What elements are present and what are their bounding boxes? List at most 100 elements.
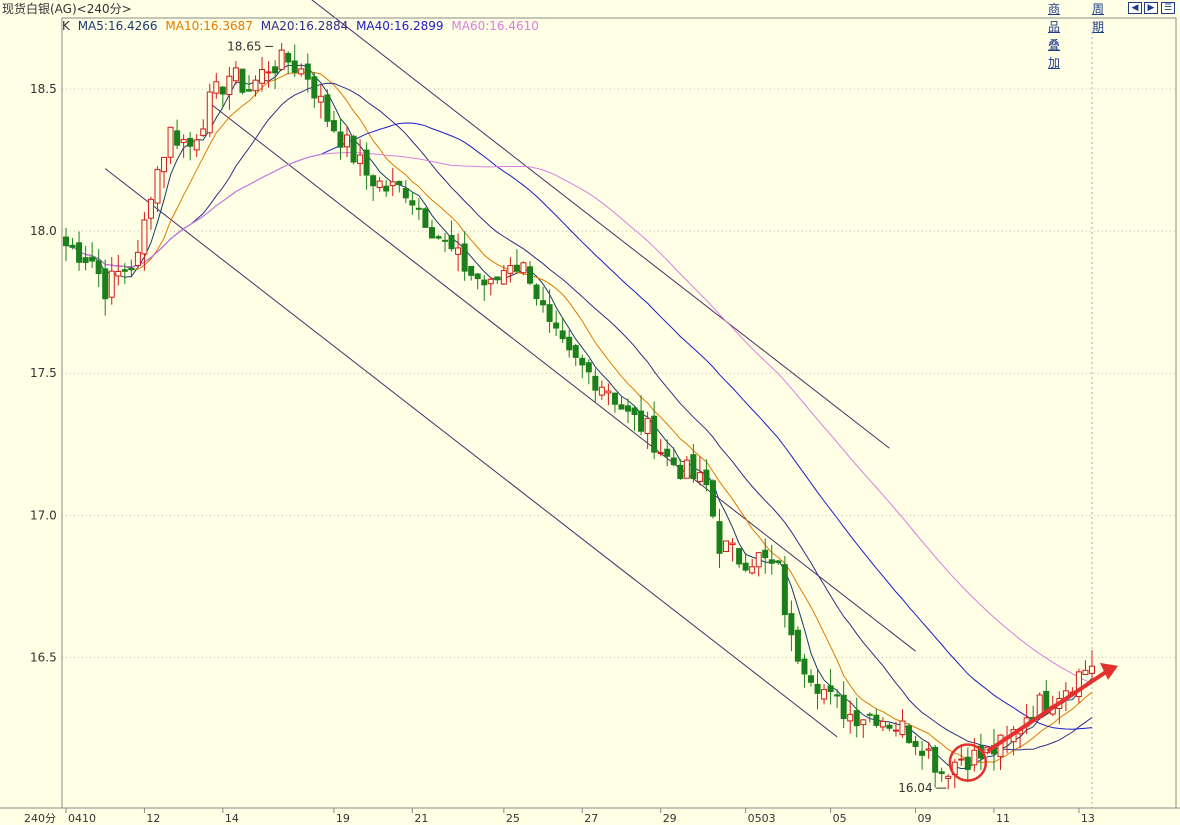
candle <box>553 310 560 337</box>
candle <box>291 44 298 77</box>
candle-body <box>579 357 586 366</box>
low-label: 16.04 <box>898 781 932 795</box>
candle-body <box>1082 669 1089 675</box>
candle-body <box>827 685 834 693</box>
candle-body <box>716 521 723 554</box>
arrow-right-icon[interactable]: ▶ <box>1144 2 1158 14</box>
candle-body <box>193 139 200 151</box>
candle-body <box>625 405 632 412</box>
candle-body <box>938 771 945 775</box>
candle-body <box>174 130 181 146</box>
candle-body <box>161 156 168 173</box>
candle-body <box>213 81 220 94</box>
candle-body <box>89 256 96 262</box>
candle <box>625 398 632 424</box>
overlay-button[interactable]: 商品叠加 <box>1047 2 1060 70</box>
ma60-line <box>65 151 1093 685</box>
candle <box>376 176 383 192</box>
candle-body <box>396 180 403 186</box>
candle-body <box>768 559 775 564</box>
x-tick-label: 11 <box>996 812 1010 825</box>
candle <box>357 139 364 177</box>
candle-body <box>500 270 507 285</box>
candle <box>958 744 965 766</box>
candle <box>925 742 932 759</box>
candle <box>768 544 775 575</box>
candle-body <box>102 268 109 300</box>
candle-body <box>147 198 154 219</box>
candle <box>657 439 664 457</box>
candle <box>69 238 76 250</box>
candle-body <box>474 273 481 280</box>
candle-body <box>834 694 841 697</box>
candle <box>363 142 370 190</box>
candle-body <box>415 207 422 210</box>
candle <box>520 261 527 276</box>
candle-body <box>1075 671 1082 698</box>
x-tick-label: 0410 <box>68 812 96 825</box>
candle <box>415 198 422 220</box>
candle <box>239 68 246 95</box>
candle <box>899 709 906 738</box>
candle <box>572 343 579 366</box>
candle <box>141 212 148 271</box>
candle <box>749 558 756 575</box>
candle-body <box>330 120 337 132</box>
candle-body <box>729 542 736 546</box>
candle <box>683 456 690 479</box>
candle-body <box>409 200 416 206</box>
candle <box>82 246 89 271</box>
channel-line <box>209 102 916 652</box>
candle <box>690 444 697 483</box>
candle <box>866 712 873 723</box>
candle-body <box>566 336 573 351</box>
candle <box>448 220 455 252</box>
ma10-line <box>65 71 1093 764</box>
candle-body <box>964 756 971 770</box>
candle-body <box>285 52 292 63</box>
candle <box>964 747 971 783</box>
uptrend-arrow-head <box>1100 662 1118 680</box>
candle <box>232 61 239 85</box>
candle-body <box>206 91 213 134</box>
candle <box>906 723 913 745</box>
candle-body <box>618 404 625 410</box>
candle-body <box>788 613 795 636</box>
candle-body <box>598 386 605 396</box>
candle-body <box>317 95 324 103</box>
candle-body <box>559 330 566 340</box>
arrow-left-icon[interactable]: ◀ <box>1128 2 1142 14</box>
candle-body <box>134 251 141 266</box>
candle <box>402 180 409 204</box>
candle-body <box>853 710 860 727</box>
candle <box>350 134 357 165</box>
candle <box>932 744 939 788</box>
candle-body <box>370 175 377 187</box>
candle-body <box>873 714 880 726</box>
uptrend-arrow-shaft <box>986 670 1108 753</box>
candle-body <box>507 265 514 274</box>
candle <box>840 681 847 729</box>
candle-body <box>540 300 547 306</box>
candle <box>422 207 429 228</box>
candle-body <box>513 264 520 272</box>
candle-body <box>63 236 69 247</box>
candle <box>912 735 919 756</box>
candle-body <box>690 454 697 480</box>
candle <box>265 61 272 88</box>
candle-body <box>128 267 135 271</box>
period-button[interactable]: 周期 <box>1091 2 1104 34</box>
list-icon[interactable]: ☰ <box>1161 2 1175 14</box>
candle <box>259 57 266 92</box>
channel-line <box>104 168 838 738</box>
candle-body <box>840 694 847 720</box>
legend-ma10: MA10:16.3687 <box>165 19 253 33</box>
candle <box>703 459 710 492</box>
candle <box>474 272 481 290</box>
candle-body <box>167 126 174 158</box>
candle-body <box>533 284 540 300</box>
candle-body <box>755 552 762 568</box>
k-label: K <box>62 19 70 33</box>
candle-body <box>664 448 671 457</box>
